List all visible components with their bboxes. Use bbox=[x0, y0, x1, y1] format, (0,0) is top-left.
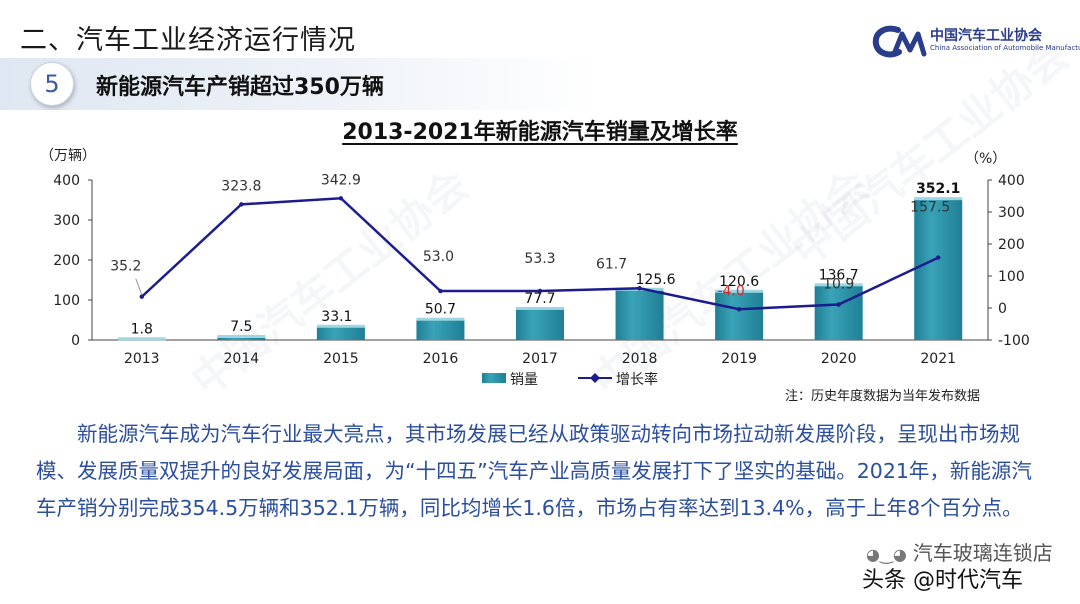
x-tick-label: 2015 bbox=[323, 351, 359, 367]
x-tick-label: 2013 bbox=[124, 351, 160, 367]
bar-sales-top bbox=[914, 197, 963, 201]
left-tick-label: 100 bbox=[53, 293, 80, 309]
legend-swatch-sales bbox=[482, 373, 506, 383]
right-tick-label: 200 bbox=[998, 237, 1025, 253]
page-title: 二、汽车工业经济运行情况 bbox=[20, 25, 356, 56]
bar-sales-top bbox=[217, 335, 266, 338]
bar-sales-top bbox=[715, 289, 764, 293]
bar-sales-top bbox=[117, 337, 166, 341]
bar-sales-top bbox=[516, 306, 564, 310]
chart-title: 2013-2021年新能源汽车销量及增长率 bbox=[0, 114, 1080, 146]
x-tick-label: 2018 bbox=[622, 351, 658, 367]
line-data-label: 157.5 bbox=[910, 200, 950, 216]
line-point-growth bbox=[239, 202, 244, 207]
bar-sales bbox=[316, 326, 365, 340]
x-tick-label: 2017 bbox=[522, 351, 558, 367]
legend-label-growth: 增长率 bbox=[616, 371, 658, 388]
line-point-growth bbox=[537, 288, 543, 294]
left-tick-label: 400 bbox=[53, 173, 80, 189]
right-axis-unit: （%） bbox=[965, 151, 1006, 167]
bar-sales bbox=[914, 199, 963, 340]
line-data-label: 53.3 bbox=[524, 251, 555, 267]
bar-data-label: 136.7 bbox=[819, 267, 859, 283]
line-data-label: -4.0 bbox=[717, 283, 744, 299]
line-point-growth bbox=[936, 255, 941, 260]
left-axis-unit: （万辆） bbox=[40, 148, 96, 164]
line-point-growth bbox=[736, 307, 742, 312]
line-data-label: 323.8 bbox=[221, 178, 261, 194]
bar-data-label: 120.6 bbox=[719, 274, 759, 290]
line-data-label: 61.7 bbox=[596, 256, 627, 272]
line-point-growth bbox=[836, 302, 841, 307]
bar-data-label: 125.6 bbox=[636, 272, 676, 288]
x-tick-label: 2016 bbox=[423, 351, 459, 367]
right-tick-label: 300 bbox=[998, 205, 1025, 221]
platform-watermark: 头条 @时代汽车 bbox=[862, 568, 1023, 593]
wechat-icon: ◕‿◕ bbox=[866, 545, 907, 564]
right-tick-label: 400 bbox=[998, 173, 1025, 189]
line-point-growth bbox=[637, 286, 642, 291]
source-account-label: 汽车玻璃连锁店 bbox=[912, 541, 1053, 565]
bar-data-label: 77.7 bbox=[524, 291, 555, 307]
bar-sales-top bbox=[316, 324, 365, 328]
bar-sales bbox=[217, 337, 266, 340]
line-data-label: 35.2 bbox=[110, 259, 141, 275]
section-band bbox=[0, 58, 600, 110]
bar-data-label: 33.1 bbox=[321, 309, 352, 325]
x-tick-label: 2021 bbox=[920, 351, 956, 367]
legend-label-sales: 销量 bbox=[510, 372, 538, 388]
line-data-label: 342.9 bbox=[321, 172, 361, 188]
bar-sales bbox=[615, 289, 664, 340]
x-tick-label: 2020 bbox=[821, 351, 857, 367]
bar-data-label: 1.8 bbox=[131, 321, 153, 337]
logo-name-cn: 中国汽车工业协会 bbox=[930, 28, 1042, 44]
bar-sales bbox=[814, 285, 863, 340]
legend-marker-growth bbox=[590, 373, 600, 383]
bar-data-label: 7.5 bbox=[230, 319, 252, 335]
caam-logo: 中国汽车工业协会 China Association of Automobile… bbox=[872, 24, 1080, 64]
bar-sales-top bbox=[814, 283, 863, 287]
source-watermark: ◕‿◕ 汽车玻璃连锁店 bbox=[866, 537, 1053, 566]
section-number-badge: 5 bbox=[30, 62, 74, 106]
line-point-growth bbox=[438, 288, 443, 294]
logo-name-en: China Association of Automobile Manufact… bbox=[930, 44, 1080, 52]
bar-data-label: 50.7 bbox=[425, 302, 456, 318]
x-tick-label: 2014 bbox=[224, 351, 260, 367]
line-point-growth bbox=[338, 196, 344, 201]
x-tick-label: 2019 bbox=[721, 351, 757, 367]
left-tick-label: 300 bbox=[53, 213, 80, 229]
body-paragraph: 新能源汽车成为汽车行业最大亮点，其市场发展已经从政策驱动转向市场拉动新发展阶段，… bbox=[36, 416, 1051, 527]
line-data-label: 10.9 bbox=[823, 277, 854, 293]
chart-title-text: 2013-2021年新能源汽车销量及增长率 bbox=[342, 120, 738, 145]
section-title: 新能源汽车产销超过350万辆 bbox=[96, 75, 384, 100]
bar-sales bbox=[516, 308, 564, 340]
sales-growth-chart: 0 100 200 300 400 -100 0 100 200 300 400 （万辆） （%） 201… bbox=[40, 148, 1030, 388]
caam-logo-icon bbox=[872, 25, 927, 58]
right-tick-label: 0 bbox=[998, 301, 1007, 317]
right-tick-label: -100 bbox=[998, 333, 1030, 349]
bar-sales bbox=[416, 319, 465, 340]
chart-footnote: 注：历史年度数据为当年发布数据 bbox=[785, 389, 981, 404]
bar-sales bbox=[715, 291, 764, 340]
left-tick-label: 200 bbox=[53, 253, 80, 269]
body-paragraph-text: 新能源汽车成为汽车行业最大亮点，其市场发展已经从政策驱动转向市场拉动新发展阶段，… bbox=[36, 422, 1032, 520]
left-tick-label: 0 bbox=[71, 333, 80, 349]
line-data-label: 53.0 bbox=[423, 249, 454, 265]
label-leader-line bbox=[135, 278, 143, 295]
bar-data-label: 352.1 bbox=[916, 181, 960, 197]
bar-sales-top bbox=[416, 317, 465, 321]
line-point-growth bbox=[139, 294, 144, 299]
right-tick-label: 100 bbox=[998, 269, 1025, 285]
